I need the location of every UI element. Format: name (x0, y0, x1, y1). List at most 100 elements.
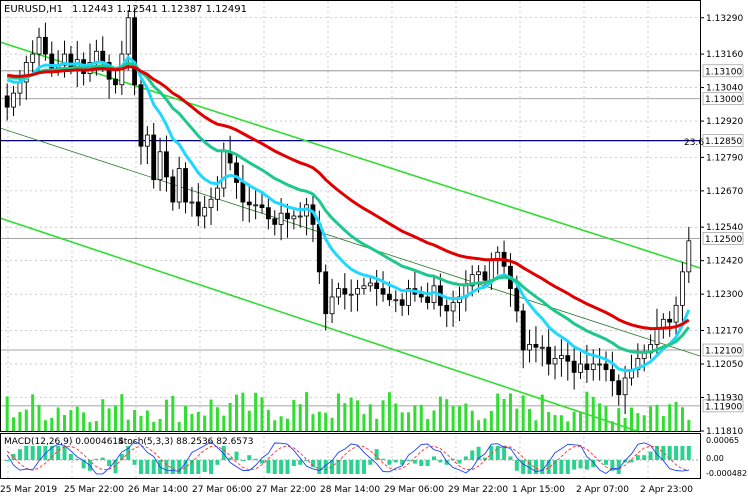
volume-bars (5, 391, 691, 431)
candle-body (4, 95, 10, 108)
volume-bar (540, 394, 544, 431)
macd-histogram-bar (119, 454, 124, 460)
candle-body (329, 296, 335, 315)
candle-body (208, 198, 214, 209)
candle-body (265, 207, 271, 220)
macd-histogram-bar (100, 457, 105, 460)
macd-histogram-bar (629, 460, 634, 463)
macd-histogram-bar (279, 460, 284, 474)
price-axis-label: 1.12170 (706, 326, 743, 336)
volume-bar (375, 418, 379, 431)
macd-histogram-bar (170, 460, 175, 474)
candle-body (68, 53, 74, 69)
candle-body (367, 282, 373, 287)
candle-body (49, 53, 55, 69)
price-axis-label: 1.12670 (706, 187, 743, 197)
volume-bar (107, 408, 111, 431)
macd-histogram-bar (209, 460, 214, 474)
level-label: 1.13100 (705, 67, 742, 77)
macd-histogram-bar (502, 446, 507, 460)
macd-histogram-bar (604, 460, 608, 465)
volume-bar (298, 404, 302, 431)
macd-histogram-bar (355, 460, 360, 474)
macd-histogram-bar (572, 460, 577, 470)
macd-histogram-bar (107, 460, 112, 466)
candle-body (667, 318, 673, 323)
volume-bar (184, 405, 188, 431)
macd-histogram-bar (533, 460, 538, 474)
level-label: 1.12100 (705, 347, 742, 357)
volume-bar (349, 397, 353, 431)
volume-bar (432, 410, 436, 431)
volume-bar (508, 393, 512, 431)
price-axis-label: 1.13290 (706, 14, 743, 24)
macd-histogram-bar (336, 460, 341, 474)
volume-bar (215, 407, 219, 431)
level-label: 1.12500 (705, 235, 742, 245)
candle-body (680, 271, 685, 306)
macd-histogram-bar (648, 451, 653, 460)
candle-body (164, 151, 169, 178)
volume-bar (649, 406, 653, 431)
macd-histogram-bar (457, 460, 462, 464)
macd-histogram-bar (553, 460, 558, 474)
volume-bar (31, 394, 35, 431)
level-label: 1.11900 (705, 402, 742, 412)
candle-body (316, 223, 322, 273)
macd-histogram-bar (317, 460, 322, 474)
macd-histogram-bar (285, 460, 290, 474)
macd-histogram-bar (177, 460, 182, 474)
macd-histogram-bar (215, 460, 220, 465)
level-label-box (702, 232, 744, 245)
candle-body (399, 299, 405, 306)
candle-body (195, 201, 201, 217)
time-axis-label: 25 Mar 22:00 (64, 485, 124, 495)
macd-histogram-bar (304, 460, 309, 461)
volume-bar (12, 417, 16, 431)
macd-histogram-bar (425, 460, 430, 466)
volume-bar (438, 396, 442, 431)
channel-line (0, 127, 701, 357)
candle-body (609, 369, 615, 382)
candle-body (93, 50, 99, 63)
candle-body (387, 293, 392, 301)
candle-body (450, 302, 456, 312)
candle-body (418, 293, 424, 298)
level-label-box (702, 92, 744, 106)
volume-bar (559, 415, 563, 431)
volume-bar (56, 407, 60, 431)
candle-body (125, 17, 131, 55)
macd-histogram-bar (591, 460, 596, 468)
candle-body (138, 84, 144, 147)
macd-histogram-bar (540, 460, 545, 474)
macd-histogram-bar (527, 460, 532, 474)
macd-histogram-bar (642, 455, 647, 460)
candle-body (189, 201, 195, 204)
macd-histogram-bar (68, 454, 73, 460)
candle-body (170, 176, 176, 203)
volume-bar (356, 400, 360, 431)
candlesticks (4, 7, 692, 415)
volume-bar (228, 402, 232, 431)
volume-bar (368, 404, 372, 431)
macd-histogram-bar (489, 446, 494, 460)
candle-body (176, 168, 182, 203)
macd-histogram-bar (680, 446, 685, 460)
candle-body (393, 299, 399, 302)
macd-histogram-bar (240, 460, 245, 461)
candle-body (202, 207, 208, 217)
macd-histogram-bar (310, 460, 315, 468)
candle-body (425, 296, 431, 303)
volume-bar (209, 399, 213, 431)
volume-bar (5, 396, 9, 431)
macd-histogram-bar (189, 460, 194, 474)
candle-body (30, 53, 36, 63)
volume-bar (164, 399, 168, 431)
macd-histogram-bar (37, 446, 42, 460)
macd-histogram-bar (667, 446, 672, 460)
volume-bar (88, 422, 92, 431)
candle-body (527, 344, 532, 351)
candle-body (272, 218, 278, 225)
candle-body (348, 293, 354, 296)
